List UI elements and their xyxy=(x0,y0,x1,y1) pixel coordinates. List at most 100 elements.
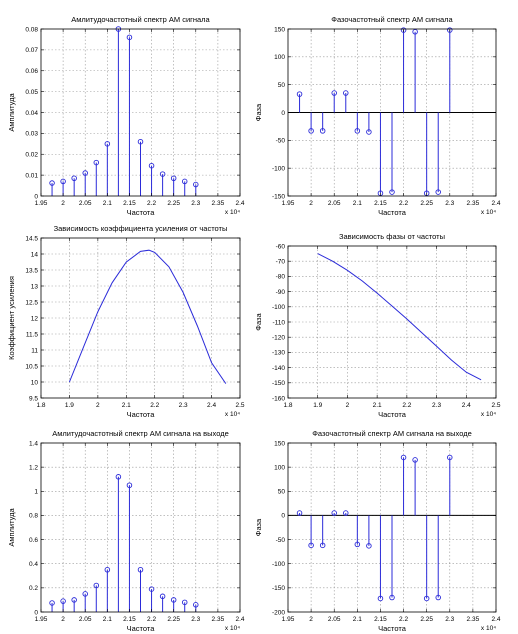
chart-title: Фазочастотный спектр АМ сигнала на выход… xyxy=(312,429,472,438)
y-tick-label: -90 xyxy=(276,289,286,296)
y-tick-label: 0.6 xyxy=(29,537,38,544)
stem-marker xyxy=(296,510,303,516)
stem-marker xyxy=(193,181,199,188)
y-tick-label: -120 xyxy=(272,335,285,342)
chart-title: Амлитудочастотный спектр АМ сигнала xyxy=(71,15,210,24)
y-tick-label: -160 xyxy=(272,395,285,402)
y-tick-label: 0.05 xyxy=(25,89,38,96)
x-exponent-label: x 10⁴ xyxy=(225,625,240,632)
stem-marker xyxy=(126,482,133,489)
stem-marker xyxy=(354,128,361,134)
stem-marker xyxy=(389,594,395,601)
y-tick-label: 14 xyxy=(31,251,39,258)
y-tick-label: -150 xyxy=(272,380,285,387)
y-tick-label: 11.5 xyxy=(26,331,39,338)
y-tick-label: -150 xyxy=(272,193,285,200)
y-tick-label: -110 xyxy=(272,319,285,326)
series-line xyxy=(68,249,227,384)
x-tick-label: 2.3 xyxy=(445,616,454,623)
y-axis-label: Фаза xyxy=(254,518,263,536)
stem-marker xyxy=(435,189,441,195)
stem-marker xyxy=(60,178,66,185)
stem-marker xyxy=(148,162,155,169)
x-exponent-label: x 10⁴ xyxy=(481,625,496,632)
x-axis-label: Частота xyxy=(378,410,407,419)
chart-6: 1.95 2 2.05 2.1 2.15 2.2 2.25 2.3 2.35 2.4 -200 -15… xyxy=(254,429,501,633)
stem-marker xyxy=(377,595,384,602)
stem-marker xyxy=(366,129,372,135)
x-tick-label: 2.25 xyxy=(420,616,433,623)
x-tick-label: 2.3 xyxy=(191,200,200,207)
chart-title: Зависимость коэффициента усиления от час… xyxy=(54,224,228,233)
y-tick-label: -100 xyxy=(272,165,285,172)
stem-marker xyxy=(343,90,349,96)
chart-1: 1.95 2 2.05 2.1 2.15 2.2 2.25 2.3 2.35 2.4 0 0.01 0.… xyxy=(7,15,245,217)
y-tick-label: 1.2 xyxy=(29,464,38,471)
y-axis-label: Фаза xyxy=(254,103,263,121)
stem-marker xyxy=(354,541,361,548)
stem-marker xyxy=(82,591,88,597)
x-tick-label: 2.3 xyxy=(445,200,454,207)
stem-marker xyxy=(49,180,55,186)
x-tick-label: 2.25 xyxy=(167,616,180,623)
y-tick-label: 100 xyxy=(274,54,285,61)
x-exponent-label: x 10⁴ xyxy=(481,209,496,216)
y-axis-label: Фаза xyxy=(254,312,263,330)
x-tick-label: 2.5 xyxy=(235,402,244,409)
y-tick-label: 13.5 xyxy=(25,267,38,274)
x-tick-label: 2.1 xyxy=(353,200,362,207)
x-tick-label: 1.9 xyxy=(65,402,74,409)
x-tick-label: 2.2 xyxy=(399,616,408,623)
stem-marker xyxy=(319,542,326,549)
stem-marker xyxy=(366,543,372,549)
x-axis-label: Частота xyxy=(378,624,407,633)
stem-marker xyxy=(343,510,349,516)
x-tick-label: 2.1 xyxy=(373,402,382,409)
x-axis-label: Частота xyxy=(378,208,407,217)
chart-title: Амлитудочастотный спектр АМ сигнала на в… xyxy=(52,429,229,438)
y-tick-label: 12.5 xyxy=(25,299,38,306)
x-tick-label: 2.4 xyxy=(462,402,471,409)
y-tick-label: 10 xyxy=(31,379,39,386)
x-tick-label: 2.05 xyxy=(328,616,341,623)
x-tick-label: 2.4 xyxy=(235,200,244,207)
stem-marker xyxy=(170,175,177,182)
x-tick-label: 2.15 xyxy=(123,616,136,623)
stem-marker xyxy=(148,586,155,592)
x-tick-label: 2.1 xyxy=(122,402,131,409)
x-tick-label: 2.05 xyxy=(79,200,92,207)
x-axis-label: Частота xyxy=(127,208,156,217)
y-tick-label: -140 xyxy=(272,365,285,372)
stem-marker xyxy=(423,595,430,602)
stem-marker xyxy=(447,454,453,461)
stem-marker xyxy=(400,27,407,33)
stem-marker xyxy=(137,567,144,573)
stem-marker xyxy=(159,593,166,600)
x-tick-label: 2.3 xyxy=(432,402,441,409)
x-tick-label: 2.5 xyxy=(491,402,500,409)
y-tick-label: -130 xyxy=(272,350,285,357)
y-tick-label: -70 xyxy=(276,259,286,266)
y-tick-label: -100 xyxy=(272,561,285,568)
x-exponent-label: x 10⁴ xyxy=(225,209,240,216)
y-tick-label: 0.8 xyxy=(29,513,38,520)
y-tick-label: 0.06 xyxy=(25,68,38,75)
y-tick-label: -100 xyxy=(272,304,285,311)
chart-2: 1.95 2 2.05 2.1 2.15 2.2 2.25 2.3 2.35 2.4 -150 -10… xyxy=(254,15,501,217)
stem-marker xyxy=(308,542,314,549)
x-exponent-label: x 10⁴ xyxy=(481,411,496,418)
stem-marker xyxy=(93,159,100,166)
x-tick-label: 2 xyxy=(309,616,313,623)
y-tick-label: -50 xyxy=(276,138,286,145)
y-tick-label: 100 xyxy=(274,464,285,471)
stem-marker xyxy=(115,474,122,480)
x-tick-label: 2 xyxy=(61,200,65,207)
x-tick-label: 2.35 xyxy=(212,200,225,207)
x-tick-label: 2.35 xyxy=(467,200,480,207)
stem-marker xyxy=(71,597,77,603)
y-axis-label: Коэффициент усиления xyxy=(7,276,16,360)
x-tick-label: 1.95 xyxy=(282,200,295,207)
y-tick-label: -150 xyxy=(272,585,285,592)
axes-frame xyxy=(287,442,497,613)
